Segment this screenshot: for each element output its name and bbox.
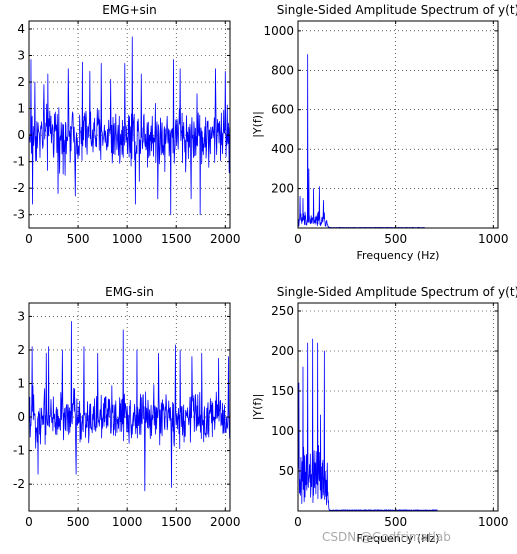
y-axis-label: |Y(f)|	[251, 394, 264, 421]
y-tick-label: 100	[271, 424, 294, 438]
y-tick-label: 0	[17, 410, 25, 424]
chart-title: EMG-sin	[105, 285, 154, 299]
grid-lines	[298, 303, 498, 511]
x-tick-label: 500	[384, 515, 407, 529]
x-axis-label: Frequency (Hz)	[357, 532, 440, 545]
x-tick-label: 1500	[161, 515, 192, 529]
x-tick-label: 0	[25, 515, 33, 529]
x-tick-label: 0	[294, 515, 302, 529]
plot-area	[298, 21, 498, 228]
x-axis-label: Frequency (Hz)	[357, 249, 440, 262]
y-tick-label: 50	[279, 464, 294, 478]
axes-frame	[297, 20, 499, 229]
x-tick-label: 1000	[112, 515, 143, 529]
y-tick-label: 4	[17, 22, 25, 36]
y-tick-label: -1	[13, 155, 25, 169]
y-tick-label: 800	[271, 63, 294, 77]
y-tick-label: 3	[17, 309, 25, 323]
y-tick-label: 1	[17, 102, 25, 116]
y-tick-label: -2	[13, 477, 25, 491]
y-tick-label: -1	[13, 444, 25, 458]
chart-title: EMG+sin	[102, 3, 156, 17]
y-tick-label: 200	[271, 182, 294, 196]
axes-frame	[28, 302, 231, 512]
x-tick-label: 2000	[210, 515, 241, 529]
y-tick-label: 0	[17, 128, 25, 142]
y-tick-label: 1	[17, 377, 25, 391]
x-tick-label: 500	[384, 232, 407, 246]
y-tick-label: 150	[271, 384, 294, 398]
y-tick-label: 2	[17, 75, 25, 89]
chart-title: Single-Sided Amplitude Spectrum of y(t)	[277, 285, 517, 299]
y-tick-label: 3	[17, 49, 25, 63]
chart-panel-3: 0 500 1000 1500 2000 -2 -1 0 1 2 3 EMG-sin	[13, 285, 241, 529]
watermark: CSDN @Godfrimatlab	[322, 530, 451, 544]
x-tick-label: 1000	[478, 515, 509, 529]
x-tick-label: 2000	[210, 232, 241, 246]
chart-title: Single-Sided Amplitude Spectrum of y(t)	[277, 3, 517, 17]
y-tick-label: 600	[271, 103, 294, 117]
y-tick-label: 250	[271, 304, 294, 318]
x-tick-label: 1000	[112, 232, 143, 246]
plot-area	[298, 303, 498, 511]
x-tick-label: 0	[294, 232, 302, 246]
chart-panel-1: 0 500 1000 1500 2000 -3 -2 -1 0 1 2 3 4 EMG+sin	[13, 3, 241, 246]
series-line	[297, 338, 438, 511]
y-tick-label: 1000	[263, 24, 294, 38]
y-tick-label: 200	[271, 344, 294, 358]
y-tick-label: 400	[271, 142, 294, 156]
grid-lines	[298, 21, 498, 228]
x-tick-label: 500	[67, 232, 90, 246]
y-tick-label: -3	[13, 208, 25, 222]
chart-panel-2: 0 500 1000 200 400 600 800 1000 Single-Sided Amp…	[251, 3, 517, 262]
x-tick-label: 1500	[161, 232, 192, 246]
series-line	[28, 36, 231, 216]
x-tick-label: 500	[67, 515, 90, 529]
chart-panel-4: 0 500 1000 50 100 150 200 250 Single-Sided Ampli…	[251, 285, 517, 545]
y-tick-label: -2	[13, 181, 25, 195]
series-line	[28, 321, 231, 492]
x-tick-label: 0	[25, 232, 33, 246]
y-tick-label: 2	[17, 343, 25, 357]
axes-frame	[28, 20, 231, 229]
x-tick-label: 1000	[478, 232, 509, 246]
y-axis-label: |Y(f)|	[251, 111, 264, 138]
axes-frame	[297, 302, 499, 512]
